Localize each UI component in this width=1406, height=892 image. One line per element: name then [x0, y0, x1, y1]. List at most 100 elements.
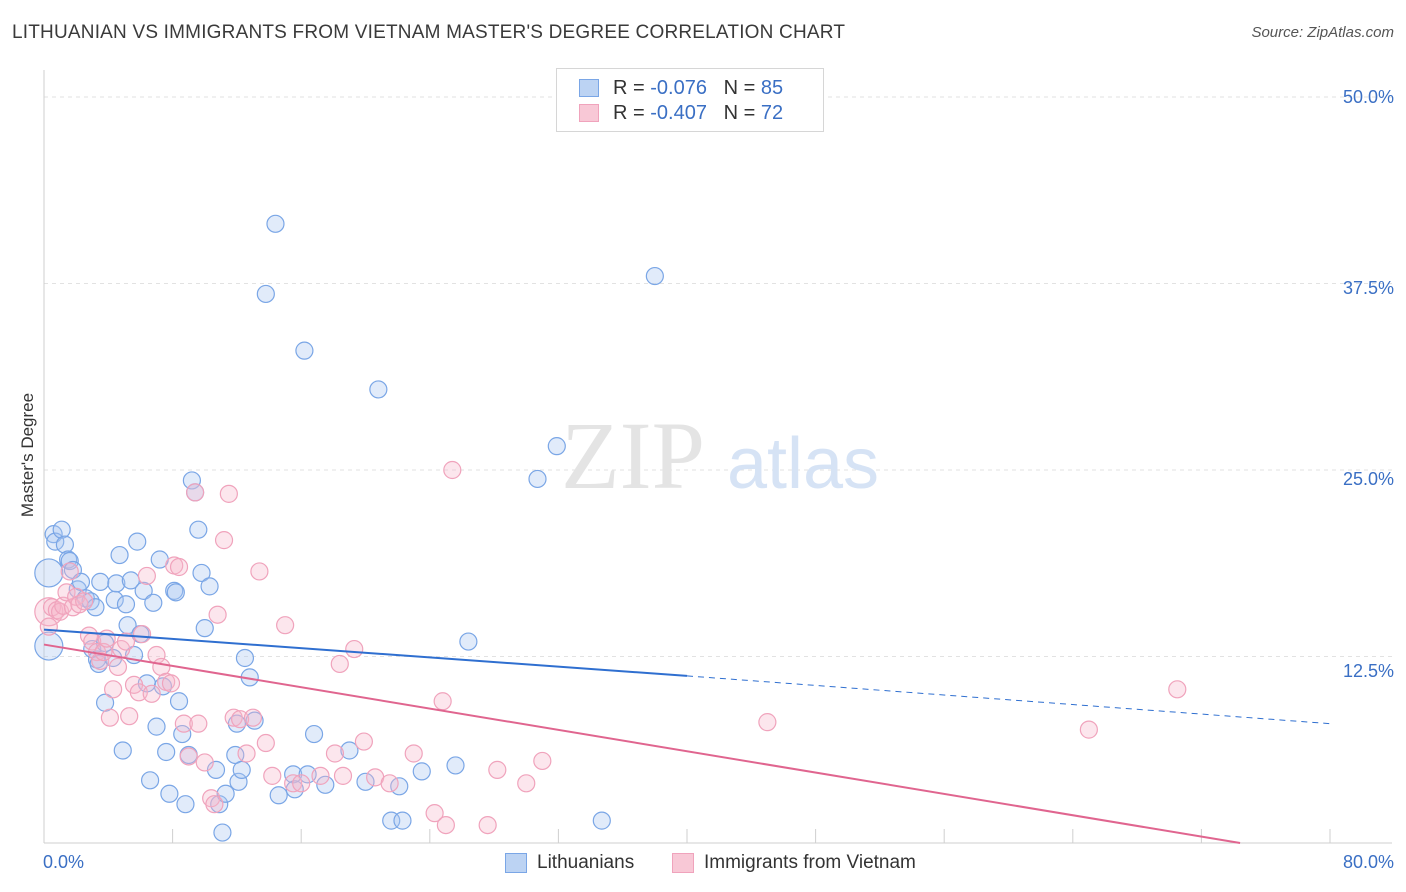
- data-point: [205, 795, 224, 814]
- y-tick-label: 37.5%: [1342, 278, 1394, 298]
- series-legend: Lithuanians Immigrants from Vietnam: [0, 851, 1406, 879]
- data-point: [107, 574, 126, 593]
- n-label: N =: [723, 102, 761, 124]
- data-point: [55, 535, 74, 554]
- data-point: [340, 741, 359, 760]
- r-value: -0.076: [650, 77, 707, 99]
- data-point: [1079, 720, 1098, 739]
- r-label: R =: [613, 102, 651, 124]
- data-point: [200, 577, 219, 596]
- data-point: [147, 717, 166, 736]
- data-point: [292, 774, 311, 793]
- trend-lines: [43, 628, 1331, 844]
- data-point: [758, 713, 777, 732]
- data-point: [161, 674, 181, 693]
- data-point: [34, 558, 64, 588]
- data-point: [393, 811, 412, 830]
- data-point: [528, 469, 547, 489]
- data-point: [91, 572, 110, 592]
- data-point: [189, 714, 208, 733]
- data-point: [592, 811, 611, 830]
- legend-label: Lithuanians: [537, 852, 635, 873]
- data-point: [142, 684, 161, 703]
- data-point: [354, 732, 373, 751]
- watermark-atlas: atlas: [727, 424, 879, 504]
- data-point: [128, 532, 147, 551]
- data-point: [237, 744, 256, 763]
- data-point: [81, 592, 100, 611]
- legend-label: Immigrants from Vietnam: [704, 852, 916, 873]
- trend-line-lithuanians-projection: [686, 675, 1331, 725]
- data-point: [517, 774, 536, 793]
- data-point: [182, 471, 201, 490]
- data-point: [276, 616, 295, 635]
- data-point: [169, 557, 189, 577]
- axes: [43, 70, 1392, 844]
- x-tick-label-max: 80.0%: [1342, 852, 1394, 872]
- data-point: [433, 692, 452, 711]
- data-point: [547, 437, 566, 456]
- y-tick-label: 50.0%: [1342, 87, 1394, 107]
- series-lithuanians-points: [34, 214, 664, 842]
- data-point: [219, 484, 238, 503]
- pink-swatch: [672, 853, 694, 873]
- data-point: [333, 766, 353, 785]
- n-value: 85: [760, 77, 784, 99]
- data-point: [412, 762, 431, 781]
- data-point: [176, 795, 195, 814]
- data-point: [174, 714, 193, 733]
- data-point: [120, 707, 139, 726]
- data-point: [645, 266, 664, 286]
- data-point: [245, 711, 264, 730]
- blue-swatch: [505, 853, 527, 873]
- data-point: [404, 744, 423, 763]
- data-point: [195, 753, 214, 772]
- grid: [44, 96, 1392, 657]
- data-point: [256, 284, 275, 304]
- data-point: [169, 692, 189, 711]
- data-point: [330, 654, 349, 674]
- data-point: [459, 632, 478, 651]
- data-point: [533, 751, 552, 771]
- data-point: [208, 605, 227, 624]
- data-point: [216, 784, 235, 803]
- data-point: [186, 483, 205, 502]
- data-point: [263, 766, 282, 785]
- data-point: [192, 563, 211, 583]
- r-value: -0.407: [650, 102, 707, 124]
- y-tick-label: 25.0%: [1342, 469, 1394, 489]
- data-point: [140, 771, 160, 790]
- data-point: [232, 760, 251, 779]
- data-point: [224, 708, 243, 727]
- pink-swatch: [579, 104, 599, 122]
- data-point: [60, 562, 79, 581]
- data-point: [436, 815, 455, 835]
- data-point: [179, 747, 198, 766]
- data-point: [116, 632, 136, 651]
- data-point: [266, 214, 285, 233]
- data-point: [380, 774, 399, 793]
- data-point: [243, 708, 263, 727]
- data-point: [108, 657, 128, 677]
- blue-swatch: [579, 79, 599, 97]
- data-point: [52, 520, 71, 539]
- y-axis-label: Master's Degree: [18, 392, 37, 518]
- data-point: [304, 724, 324, 744]
- data-point: [97, 629, 116, 648]
- data-point: [75, 592, 94, 611]
- data-point: [446, 756, 465, 775]
- data-point: [443, 460, 462, 480]
- data-point: [54, 596, 73, 615]
- data-point: [195, 619, 214, 638]
- chart-title: LITHUANIAN VS IMMIGRANTS FROM VIETNAM MA…: [12, 22, 846, 43]
- data-point: [256, 733, 275, 753]
- data-point: [70, 595, 89, 614]
- data-point: [189, 520, 208, 539]
- data-point: [295, 341, 314, 360]
- trend-line-vietnam: [43, 643, 1241, 844]
- data-point: [160, 784, 179, 803]
- data-point: [316, 775, 335, 794]
- data-point: [137, 566, 156, 586]
- trend-line-lithuanians: [43, 628, 688, 677]
